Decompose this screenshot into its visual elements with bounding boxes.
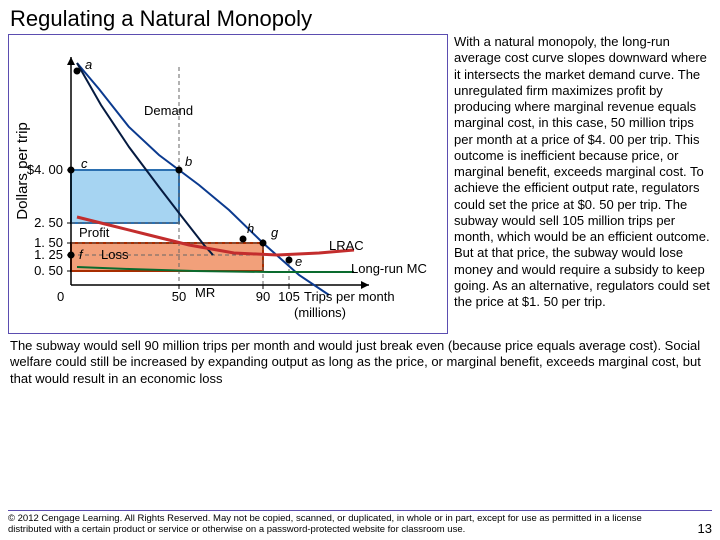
svg-text:Long-run MC: Long-run MC [351,261,427,276]
svg-text:b: b [185,154,192,169]
copyright: © 2012 Cengage Learning. All Rights Rese… [8,514,648,536]
chart-container: Dollars per trip$4. 002. 501. 501. 250. … [8,34,448,334]
svg-text:Demand: Demand [144,103,193,118]
svg-text:a: a [85,57,92,72]
svg-text:0. 50: 0. 50 [34,263,63,278]
svg-text:105: 105 [278,289,300,304]
footer: © 2012 Cengage Learning. All Rights Rese… [8,510,712,536]
svg-text:0: 0 [57,289,64,304]
svg-text:MR: MR [195,285,215,300]
svg-text:90: 90 [256,289,270,304]
svg-text:c: c [81,156,88,171]
bottom-paragraph: The subway would sell 90 million trips p… [0,334,720,391]
page-number: 13 [690,521,712,536]
svg-text:Trips per month: Trips per month [304,289,395,304]
page-title: Regulating a Natural Monopoly [0,0,720,34]
monopoly-chart: Dollars per trip$4. 002. 501. 501. 250. … [9,35,447,333]
svg-text:g: g [271,225,279,240]
svg-text:e: e [295,254,302,269]
svg-text:Loss: Loss [101,247,129,262]
svg-text:1. 25: 1. 25 [34,247,63,262]
side-paragraph: With a natural monopoly, the long-run av… [448,34,712,334]
svg-text:2. 50: 2. 50 [34,215,63,230]
svg-text:LRAC: LRAC [329,238,364,253]
svg-text:(millions): (millions) [294,305,346,320]
svg-text:$4. 00: $4. 00 [27,162,63,177]
svg-text:h: h [247,221,254,236]
svg-text:50: 50 [172,289,186,304]
svg-text:Profit: Profit [79,225,110,240]
